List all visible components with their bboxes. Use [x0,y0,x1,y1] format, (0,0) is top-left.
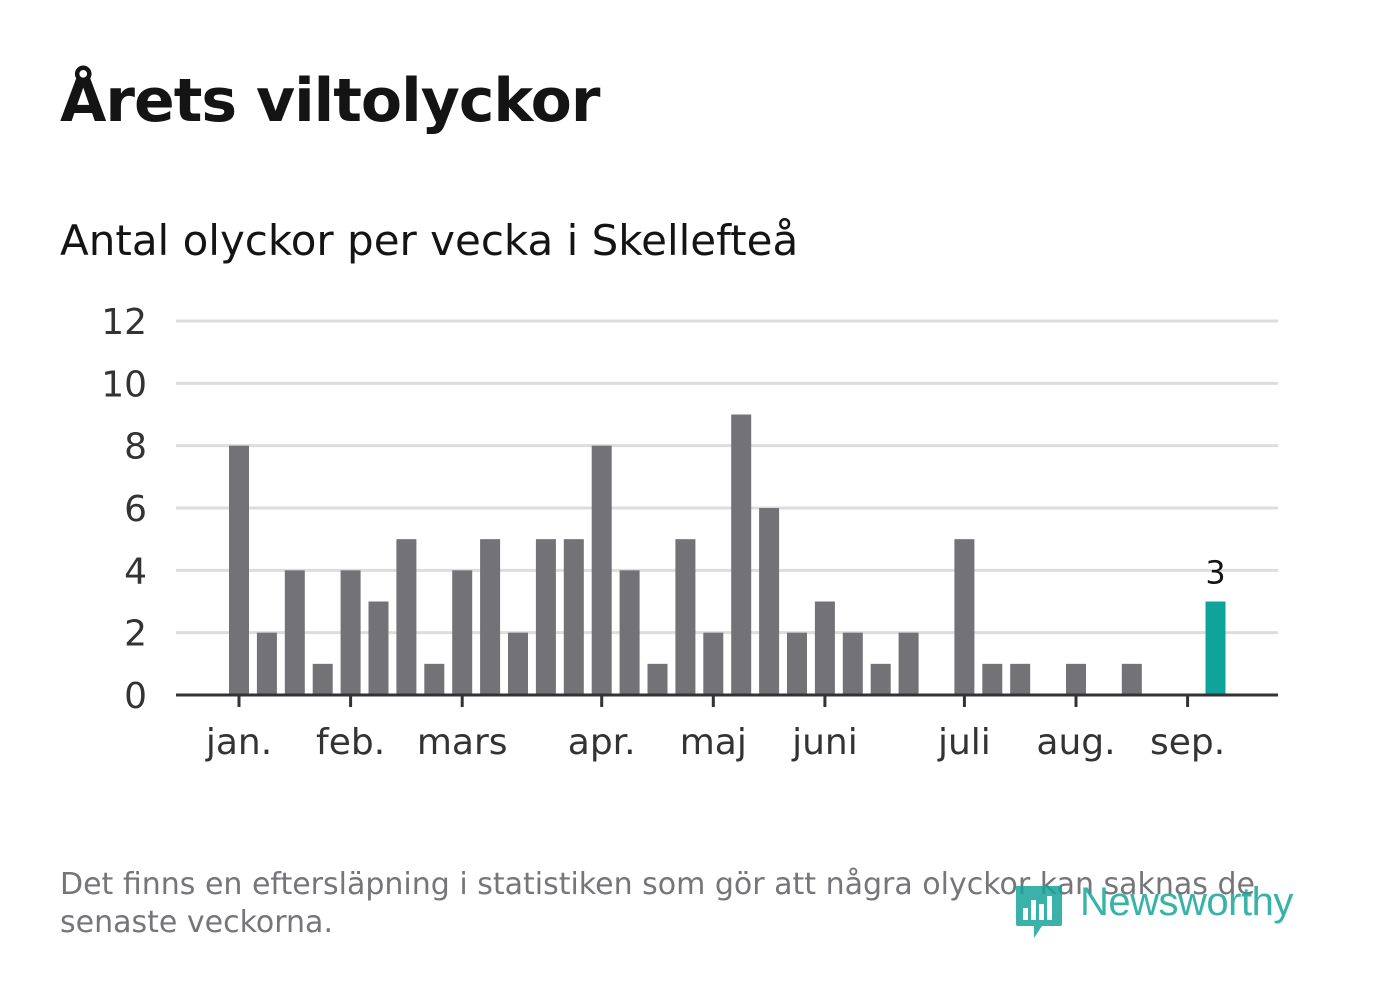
x-tick-label: apr. [568,722,636,763]
bar [1121,663,1142,695]
y-tick-label: 0 [124,676,147,717]
newsworthy-logo-icon [1016,886,1062,938]
bar [340,570,361,695]
x-tick-label: sep. [1150,722,1225,763]
bars [229,414,1226,695]
bar [954,539,975,695]
bar [563,539,584,695]
newsworthy-logo-text: Newsworthy [1080,880,1293,924]
x-axis [176,693,1278,707]
bar [619,570,640,695]
data-labels: 3 [1205,554,1225,592]
bar [396,539,417,695]
bar [535,539,556,695]
bar [229,445,249,695]
y-tick-label: 10 [101,364,147,405]
y-axis-tick-labels: 0 2 4 6 8 10 12 [101,302,147,717]
bar [284,570,305,695]
bar [759,508,780,695]
bar [256,632,277,695]
bar [508,632,528,695]
x-axis-tick-labels: jan. feb. mars apr. maj juni juli aug. sep. [205,722,1225,763]
data-label-highlight: 3 [1205,554,1225,592]
bar-highlight [1205,601,1226,695]
x-tick-label: jan. [205,722,272,763]
chart-title: Årets viltolyckor [60,66,600,136]
bar [647,663,668,695]
bar [452,570,473,695]
y-tick-label: 4 [124,551,147,592]
x-tick-label: aug. [1036,722,1115,763]
bar [842,632,863,695]
newsworthy-logo: Newsworthy [1012,876,1332,942]
x-tick-label: maj [680,722,747,763]
bar [480,539,501,695]
x-tick-label: mars [417,722,508,763]
bar [424,663,445,695]
y-tick-label: 2 [124,614,147,655]
bar [1010,663,1031,695]
y-tick-label: 6 [124,489,147,530]
bar [731,414,752,695]
x-tick-label: feb. [316,722,385,763]
bar [368,601,389,695]
bar [870,663,891,695]
bar [898,632,919,695]
x-tick-label: juli [937,722,991,763]
bar [312,663,333,695]
y-tick-label: 12 [101,302,147,343]
bar [982,663,1003,695]
bar [703,632,724,695]
bar [675,539,696,695]
x-tick-label: juni [791,722,858,763]
chart-subtitle: Antal olyckor per vecka i Skellefteå [60,216,799,265]
y-tick-label: 8 [124,427,147,468]
bar [591,445,612,695]
bar [787,632,807,695]
bar [1066,663,1086,695]
bar [814,601,835,695]
